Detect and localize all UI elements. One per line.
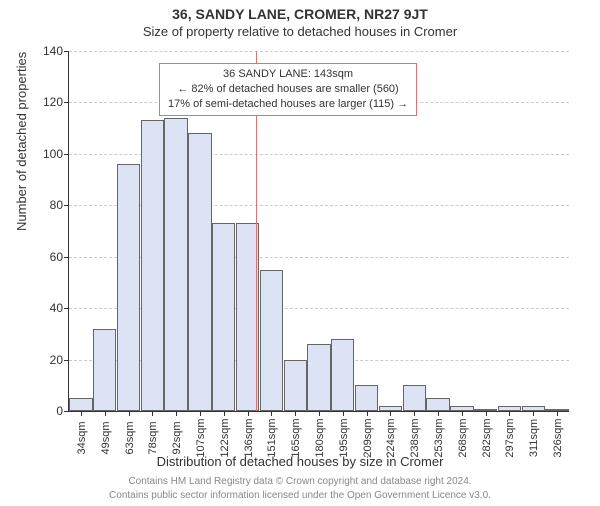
- histogram-bar: [117, 164, 140, 411]
- histogram-bar: [141, 120, 164, 411]
- y-tick-label: 140: [23, 44, 63, 58]
- chart-info-box: 36 SANDY LANE: 143sqm ← 82% of detached …: [159, 63, 417, 116]
- x-tick-label: 136sqm: [243, 418, 255, 457]
- x-tick-mark: [414, 411, 415, 416]
- x-tick-mark: [271, 411, 272, 416]
- x-tick-label: 180sqm: [314, 418, 326, 457]
- y-tick-mark: [64, 257, 69, 258]
- x-tick-mark: [200, 411, 201, 416]
- x-tick-label: 165sqm: [290, 418, 302, 457]
- x-tick-mark: [105, 411, 106, 416]
- y-tick-label: 120: [23, 95, 63, 109]
- x-tick-label: 224sqm: [385, 418, 397, 457]
- x-tick-mark: [390, 411, 391, 416]
- x-tick-label: 34sqm: [76, 421, 88, 454]
- footer-copyright-2: Contains public sector information licen…: [0, 490, 600, 501]
- y-tick-mark: [64, 205, 69, 206]
- histogram-bar: [522, 406, 545, 411]
- y-tick-label: 80: [23, 198, 63, 212]
- x-tick-mark: [224, 411, 225, 416]
- x-tick-label: 209sqm: [362, 418, 374, 457]
- y-tick-mark: [64, 360, 69, 361]
- histogram-bar: [474, 409, 497, 411]
- histogram-bar: [260, 270, 283, 411]
- x-tick-label: 63sqm: [124, 421, 136, 454]
- y-tick-label: 60: [23, 250, 63, 264]
- histogram-bar: [450, 406, 473, 411]
- x-tick-mark: [248, 411, 249, 416]
- x-tick-mark: [367, 411, 368, 416]
- y-tick-label: 100: [23, 147, 63, 161]
- y-tick-mark: [64, 308, 69, 309]
- histogram-bar: [212, 223, 235, 411]
- info-line-3: 17% of semi-detached houses are larger (…: [168, 97, 408, 112]
- x-tick-label: 78sqm: [147, 421, 159, 454]
- info-line-1: 36 SANDY LANE: 143sqm: [168, 67, 408, 82]
- x-tick-label: 253sqm: [433, 418, 445, 457]
- y-tick-label: 0: [23, 404, 63, 418]
- histogram-bar: [379, 406, 402, 411]
- histogram-bar: [188, 133, 211, 411]
- x-tick-mark: [343, 411, 344, 416]
- footer-copyright-1: Contains HM Land Registry data © Crown c…: [0, 476, 600, 487]
- histogram-bar: [331, 339, 354, 411]
- info-line-2: ← 82% of detached houses are smaller (56…: [168, 82, 408, 97]
- histogram-bar: [426, 398, 449, 411]
- x-tick-mark: [129, 411, 130, 416]
- histogram-bar: [164, 118, 187, 411]
- histogram-bar: [284, 360, 307, 411]
- x-tick-mark: [557, 411, 558, 416]
- x-tick-label: 49sqm: [100, 421, 112, 454]
- y-tick-mark: [64, 102, 69, 103]
- x-tick-mark: [533, 411, 534, 416]
- x-tick-label: 311sqm: [528, 419, 540, 457]
- histogram-bar: [498, 406, 521, 411]
- y-tick-mark: [64, 154, 69, 155]
- x-tick-label: 326sqm: [552, 418, 564, 457]
- x-tick-mark: [486, 411, 487, 416]
- x-tick-label: 238sqm: [409, 418, 421, 457]
- x-tick-label: 122sqm: [219, 418, 231, 457]
- histogram-bar: [545, 409, 568, 411]
- chart-subtitle: Size of property relative to detached ho…: [0, 24, 600, 39]
- plot-area: 36 SANDY LANE: 143sqm ← 82% of detached …: [68, 51, 569, 412]
- x-tick-label: 151sqm: [266, 418, 278, 457]
- y-tick-mark: [64, 51, 69, 52]
- x-tick-label: 282sqm: [481, 418, 493, 457]
- x-tick-mark: [176, 411, 177, 416]
- histogram-bar: [93, 329, 116, 411]
- x-axis-label: Distribution of detached houses by size …: [0, 454, 600, 469]
- page-title: 36, SANDY LANE, CROMER, NR27 9JT: [0, 6, 600, 22]
- x-tick-mark: [295, 411, 296, 416]
- chart-container: 36 SANDY LANE: 143sqm ← 82% of detached …: [68, 51, 568, 411]
- gridline: [69, 51, 569, 52]
- x-tick-mark: [152, 411, 153, 416]
- y-tick-label: 40: [23, 301, 63, 315]
- x-tick-label: 92sqm: [171, 421, 183, 454]
- y-tick-label: 20: [23, 353, 63, 367]
- x-tick-mark: [438, 411, 439, 416]
- x-tick-label: 107sqm: [195, 418, 207, 457]
- x-tick-label: 297sqm: [504, 418, 516, 457]
- y-tick-mark: [64, 411, 69, 412]
- x-tick-mark: [81, 411, 82, 416]
- x-tick-label: 195sqm: [338, 418, 350, 457]
- x-tick-mark: [509, 411, 510, 416]
- histogram-bar: [307, 344, 330, 411]
- x-tick-label: 268sqm: [457, 418, 469, 457]
- x-tick-mark: [319, 411, 320, 416]
- histogram-bar: [403, 385, 426, 411]
- histogram-bar: [355, 385, 378, 411]
- histogram-bar: [69, 398, 92, 411]
- x-tick-mark: [462, 411, 463, 416]
